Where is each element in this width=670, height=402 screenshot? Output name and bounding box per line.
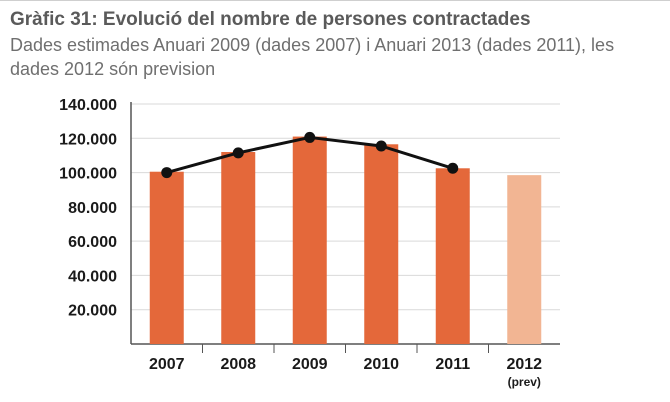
y-tick-label: 100.000 [59,166,117,183]
x-tick-label: 2009 [292,356,328,373]
bar-2012 [507,175,542,344]
bar-2008 [221,152,256,344]
trend-point-2008 [232,147,244,159]
trend-point-2010 [375,140,387,152]
y-tick-label: 60.000 [68,234,117,251]
top-rule [0,0,670,1]
chart-subtitle: Dades estimades Anuari 2009 (dades 2007)… [10,35,615,79]
x-tick-label: 2010 [363,356,399,373]
x-tick-label: 2008 [220,356,256,373]
y-tick-label: 120.000 [59,131,117,148]
bar-2011 [435,168,470,344]
y-tick-label: 80.000 [68,200,117,217]
x-tick-label: 2011 [435,356,470,373]
x-tick-label: 2012 [506,356,542,373]
trend-point-2009 [304,131,316,143]
x-tick-sublabel: (prev) [508,375,541,389]
y-tick-label: 140.000 [59,97,117,114]
y-tick-label: 20.000 [68,303,117,320]
bar-2007 [149,171,184,344]
x-tick-label: 2007 [149,356,185,373]
chart-title: Gràfic 31: Evolució del nombre de person… [10,9,531,30]
bar-2010 [364,144,399,344]
bar-2009 [292,136,327,344]
trend-point-2011 [447,162,459,174]
y-tick-label: 40.000 [68,268,117,285]
trend-point-2007 [161,167,173,179]
